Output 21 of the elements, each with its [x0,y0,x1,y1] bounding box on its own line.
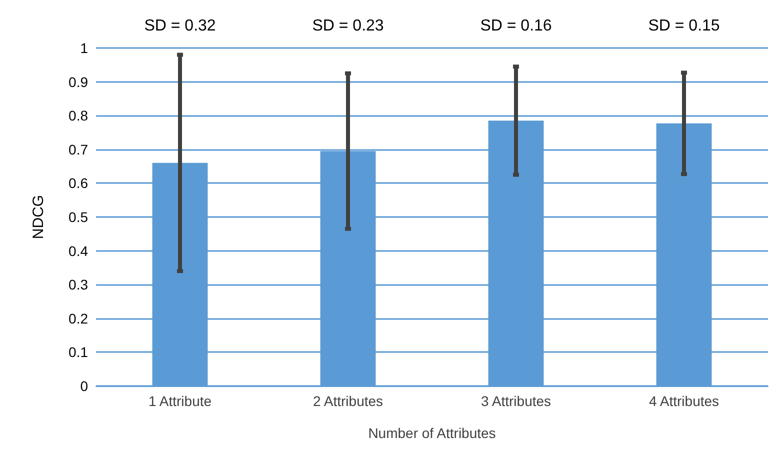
y-tick-label: 0.8 [68,108,88,124]
x-tick-label: 4 Attributes [648,393,720,409]
y-tick-label: 0.5 [68,209,88,225]
text: SD = 0.16 [480,18,552,34]
x-axis-title: Number of Attributes [368,425,496,441]
x-tick-label: 2 Attributes [312,393,384,409]
y-tick-label: 0.4 [68,242,88,259]
y-axis-title: NDCG [30,194,47,240]
x-tick-label: 1 Attribute [148,393,212,409]
y-tick-label: 0.3 [68,276,88,293]
text: SD = 0.15 [648,18,720,34]
text: SD = 0.32 [144,18,216,34]
y-tick-label: 0.1 [68,344,88,360]
y-tick-label: 0.7 [68,141,88,158]
y-tick-label: 0 [80,378,88,394]
y-tick-label: 0.9 [68,74,88,90]
text: SD = 0.23 [312,18,384,34]
y-tick-label: 0.6 [68,175,88,192]
x-tick-label: 3 Attributes [480,393,552,409]
y-tick-label: 0.2 [68,310,88,326]
y-tick-label: 1 [80,40,88,56]
